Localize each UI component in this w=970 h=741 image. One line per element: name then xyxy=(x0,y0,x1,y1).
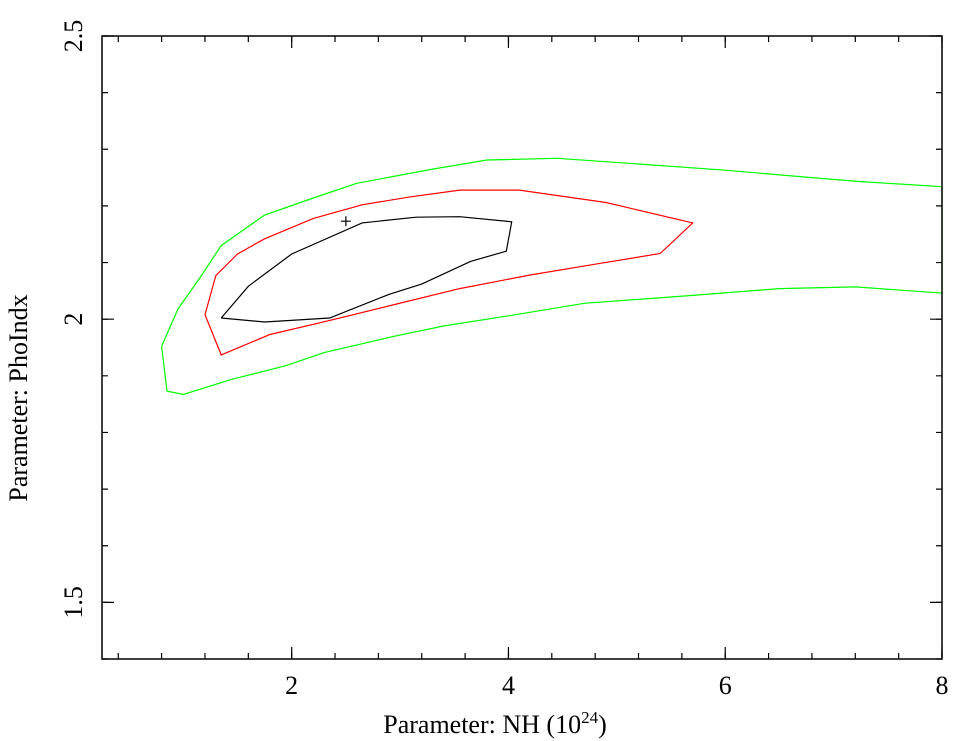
y-tick-label: 2 xyxy=(59,313,88,326)
best-fit-point xyxy=(340,216,351,227)
contour-line-3 xyxy=(161,157,943,396)
contour-line-1 xyxy=(220,216,513,323)
y-axis-title: Parameter: PhoIndx xyxy=(4,294,33,501)
y-tick-label: 1.5 xyxy=(59,586,88,619)
best-fit-marker xyxy=(340,216,351,227)
contour-line-2 xyxy=(204,189,694,356)
contour-lines xyxy=(161,157,943,396)
y-tick-label: 2.5 xyxy=(59,20,88,53)
axis-ticks xyxy=(102,35,943,660)
x-axis-title: Parameter: NH (1024) xyxy=(383,708,607,739)
tick-labels: 2 4 6 8 1.5 2 2.5 xyxy=(59,20,949,700)
plot-frame xyxy=(101,35,943,660)
x-tick-label: 8 xyxy=(936,671,949,700)
x-axis-title-superscript: 24 xyxy=(581,708,599,727)
x-tick-label: 6 xyxy=(719,671,732,700)
x-tick-label: 4 xyxy=(502,671,515,700)
x-tick-label: 2 xyxy=(285,671,298,700)
